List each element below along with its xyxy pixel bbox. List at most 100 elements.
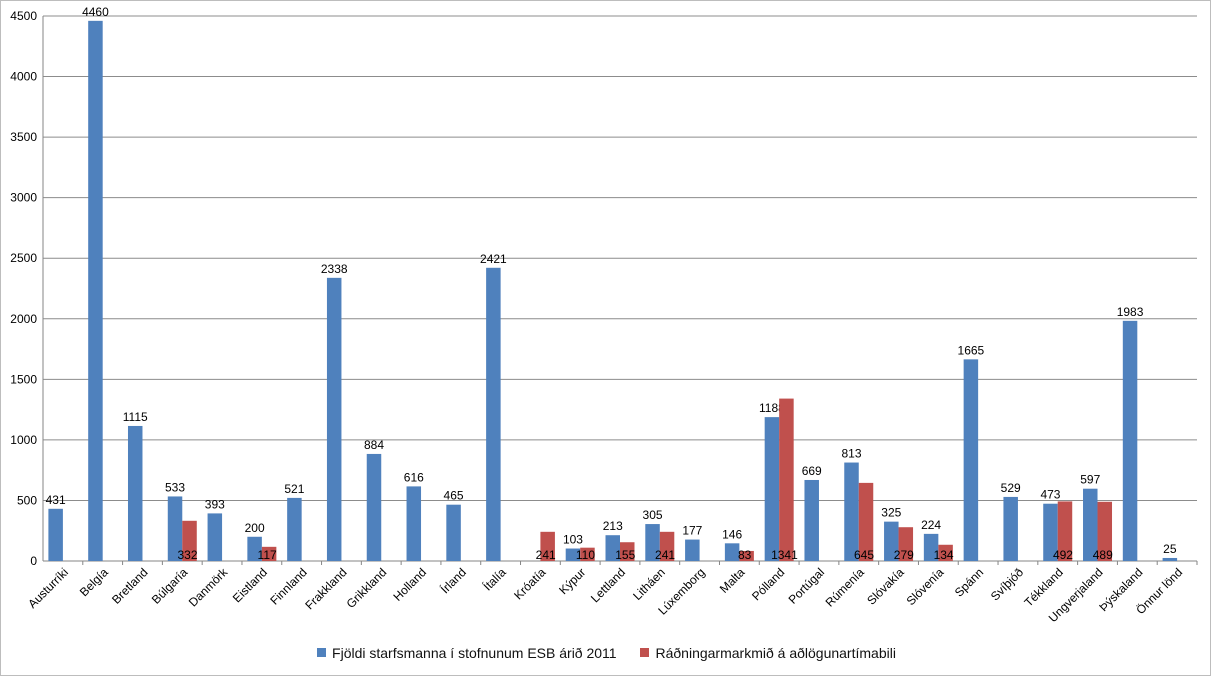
data-label-series-2: 241 <box>536 548 556 562</box>
bar-series-1 <box>1083 488 1098 561</box>
bar-series-2 <box>858 482 874 561</box>
y-tick-label: 3000 <box>10 191 37 205</box>
bar-series-1 <box>884 521 899 561</box>
x-tick-label: Bretland <box>109 565 151 607</box>
bar-series-1 <box>963 359 979 561</box>
bar-series-1 <box>486 267 501 561</box>
y-tick-label: 2000 <box>10 312 37 326</box>
bar-series-1 <box>167 496 183 561</box>
legend-label-series-1: Fjöldi starfsmanna í stofnunum ESB árið … <box>332 644 617 661</box>
bar-series-1 <box>48 508 63 561</box>
data-label-series-2: 155 <box>615 548 635 562</box>
data-label-series-2: 83 <box>738 548 752 562</box>
y-tick-label: 2500 <box>10 251 37 265</box>
x-tick-label: Írland <box>437 565 469 597</box>
x-tick-label: Slóvenía <box>904 565 947 608</box>
bar-series-1 <box>605 535 620 561</box>
y-tick-label: 0 <box>30 554 37 568</box>
data-label-series-1: 25 <box>1163 542 1177 556</box>
bar-series-1 <box>326 277 342 561</box>
bar-series-2 <box>739 550 754 561</box>
data-label-series-2: 645 <box>854 548 874 562</box>
bar-series-1 <box>207 513 223 561</box>
data-label-series-1: 473 <box>1040 488 1060 502</box>
bar-series-1 <box>804 479 819 561</box>
data-label-series-1: 2338 <box>321 262 348 276</box>
data-label-series-2: 492 <box>1053 548 1073 562</box>
y-tick-label: 3500 <box>10 130 37 144</box>
bar-series-1 <box>645 524 660 561</box>
data-label-series-2: 332 <box>178 548 198 562</box>
x-tick-label: Litháen <box>630 565 668 603</box>
x-tick-label: Eistland <box>230 565 270 605</box>
data-label-series-1: 1188 <box>759 401 785 415</box>
x-tick-label: Spánn <box>952 565 986 599</box>
bar-series-1 <box>446 504 461 561</box>
data-label-series-1: 4460 <box>82 5 109 19</box>
legend: Fjöldi starfsmanna í stofnunum ESB árið … <box>1 644 1211 661</box>
bar-series-2 <box>779 398 794 561</box>
data-label-series-1: 533 <box>165 480 185 494</box>
chart-canvas: 0 500 1000 1500 2000 2500 3000 3500 4000 4500 431 A… <box>10 5 1198 625</box>
bar-series-1 <box>764 417 780 561</box>
data-label-series-1: 1665 <box>958 343 985 357</box>
data-label-series-1: 669 <box>802 464 822 478</box>
x-tick-label: Króatía <box>511 565 548 602</box>
data-label-series-1: 213 <box>603 519 623 533</box>
bar-series-2 <box>938 544 953 561</box>
data-label-series-1: 1115 <box>123 410 148 424</box>
legend-swatch-series-1 <box>317 648 327 657</box>
bar-series-1 <box>1003 496 1018 561</box>
data-label-series-2: 1341 <box>771 548 798 562</box>
bar-series-1 <box>127 425 143 561</box>
bar-series-1 <box>844 462 859 561</box>
x-tick-label: Svíþjóð <box>988 565 1026 603</box>
y-tick-label: 4000 <box>10 70 37 84</box>
y-tick-label: 1500 <box>10 372 37 386</box>
y-tick-label: 1000 <box>10 433 37 447</box>
legend-label-series-2: Ráðningarmarkmið á aðlögunartímabili <box>655 644 896 661</box>
bar-series-1 <box>1122 320 1138 561</box>
data-label-series-1: 431 <box>46 493 66 507</box>
x-tick-label: Malta <box>717 565 748 596</box>
x-tick-label: Slóvakía <box>864 565 907 608</box>
bar-series-2 <box>540 531 555 561</box>
bar-series-1 <box>1162 557 1178 561</box>
bar-series-2 <box>1057 501 1073 561</box>
x-tick-label: Rúmenía <box>823 565 868 610</box>
data-label-series-1: 393 <box>205 497 225 511</box>
x-tick-label: Portúgal <box>786 565 828 607</box>
data-label-series-1: 521 <box>284 482 304 496</box>
x-tick-label: Austurríki <box>25 565 71 611</box>
bar-series-2 <box>182 520 197 561</box>
data-label-series-2: 489 <box>1093 548 1113 562</box>
bar-series-2 <box>659 531 675 561</box>
legend-item-series-1: Fjöldi starfsmanna í stofnunum ESB árið … <box>317 645 617 661</box>
data-label-series-1: 884 <box>364 438 384 452</box>
x-tick-label: Kýpur <box>556 565 588 597</box>
x-tick-label: Lettland <box>588 565 628 605</box>
bar-series-2 <box>261 546 277 561</box>
data-label-series-1: 305 <box>643 508 663 522</box>
bar-series-1 <box>685 539 700 561</box>
data-label-series-1: 146 <box>722 527 742 541</box>
data-label-series-1: 813 <box>841 447 861 461</box>
bar-series-1 <box>88 20 103 562</box>
x-tick-label: Danmörk <box>186 565 231 610</box>
bar-series-2 <box>620 542 635 561</box>
data-label-series-1: 616 <box>404 470 424 484</box>
x-tick-label: Ítalía <box>480 564 509 593</box>
x-tick-label: Búlgaría <box>149 565 191 607</box>
x-tick-label: Frakkland <box>302 565 349 612</box>
data-label-series-2: 117 <box>258 548 277 562</box>
data-label-series-1: 465 <box>444 489 464 503</box>
data-label-series-2: 134 <box>934 548 954 562</box>
bar-series-1 <box>724 543 740 561</box>
legend-swatch-series-2 <box>640 648 650 657</box>
data-label-series-2: 110 <box>576 548 595 562</box>
bar-series-1 <box>923 533 939 561</box>
bar-series-1 <box>247 536 262 561</box>
data-label-series-1: 1983 <box>1117 305 1144 319</box>
y-tick-label: 500 <box>17 493 37 507</box>
